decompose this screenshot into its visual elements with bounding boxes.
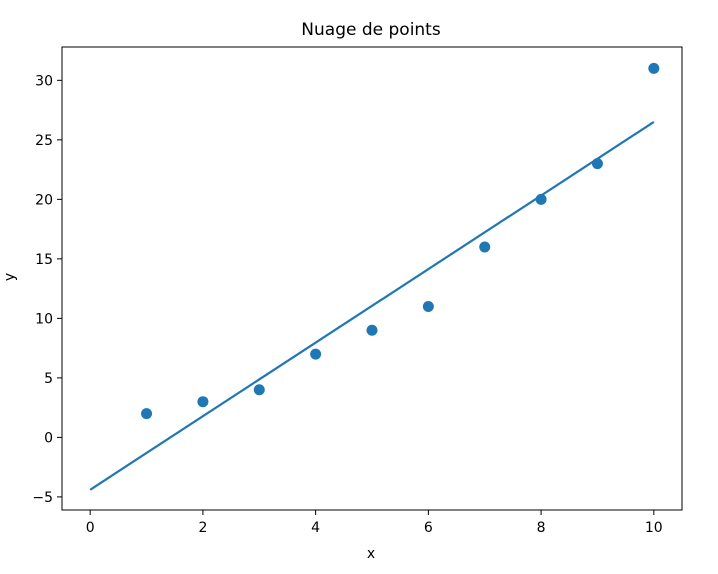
x-tick-label: 8 xyxy=(537,520,546,536)
y-tick-label: 10 xyxy=(35,311,53,327)
scatter-point xyxy=(591,158,603,170)
y-tick-label: −5 xyxy=(32,490,53,506)
x-tick-label: 10 xyxy=(645,520,663,536)
y-tick-label: 30 xyxy=(35,73,53,89)
x-tick-label: 2 xyxy=(198,520,207,536)
scatter-point xyxy=(197,396,209,408)
scatter-point xyxy=(535,193,547,205)
x-tick-label: 4 xyxy=(311,520,320,536)
y-tick-label: 25 xyxy=(35,133,53,149)
y-tick-label: 20 xyxy=(35,192,53,208)
chart-title: Nuage de points xyxy=(301,20,441,40)
fit-line xyxy=(89,121,655,491)
scatter-point xyxy=(479,241,491,253)
plot-frame xyxy=(61,46,683,511)
scatter-point xyxy=(366,324,378,336)
y-tick-label: 0 xyxy=(44,430,53,446)
x-tick-label: 6 xyxy=(424,520,433,536)
x-axis-label: x xyxy=(367,546,375,562)
plot-area: 0 2 4 6 8 10 −5 0 5 10 15 20 25 30 xyxy=(32,46,683,536)
scatter-point xyxy=(141,408,153,420)
scatter-point xyxy=(648,62,660,74)
y-axis-label: y xyxy=(2,273,18,281)
scatter-point xyxy=(310,348,322,360)
y-tick-label: 15 xyxy=(35,252,53,268)
scatter-point xyxy=(253,384,265,396)
scatter-point xyxy=(422,300,434,312)
x-tick-label: 0 xyxy=(86,520,95,536)
y-tick-label: 5 xyxy=(44,371,53,387)
